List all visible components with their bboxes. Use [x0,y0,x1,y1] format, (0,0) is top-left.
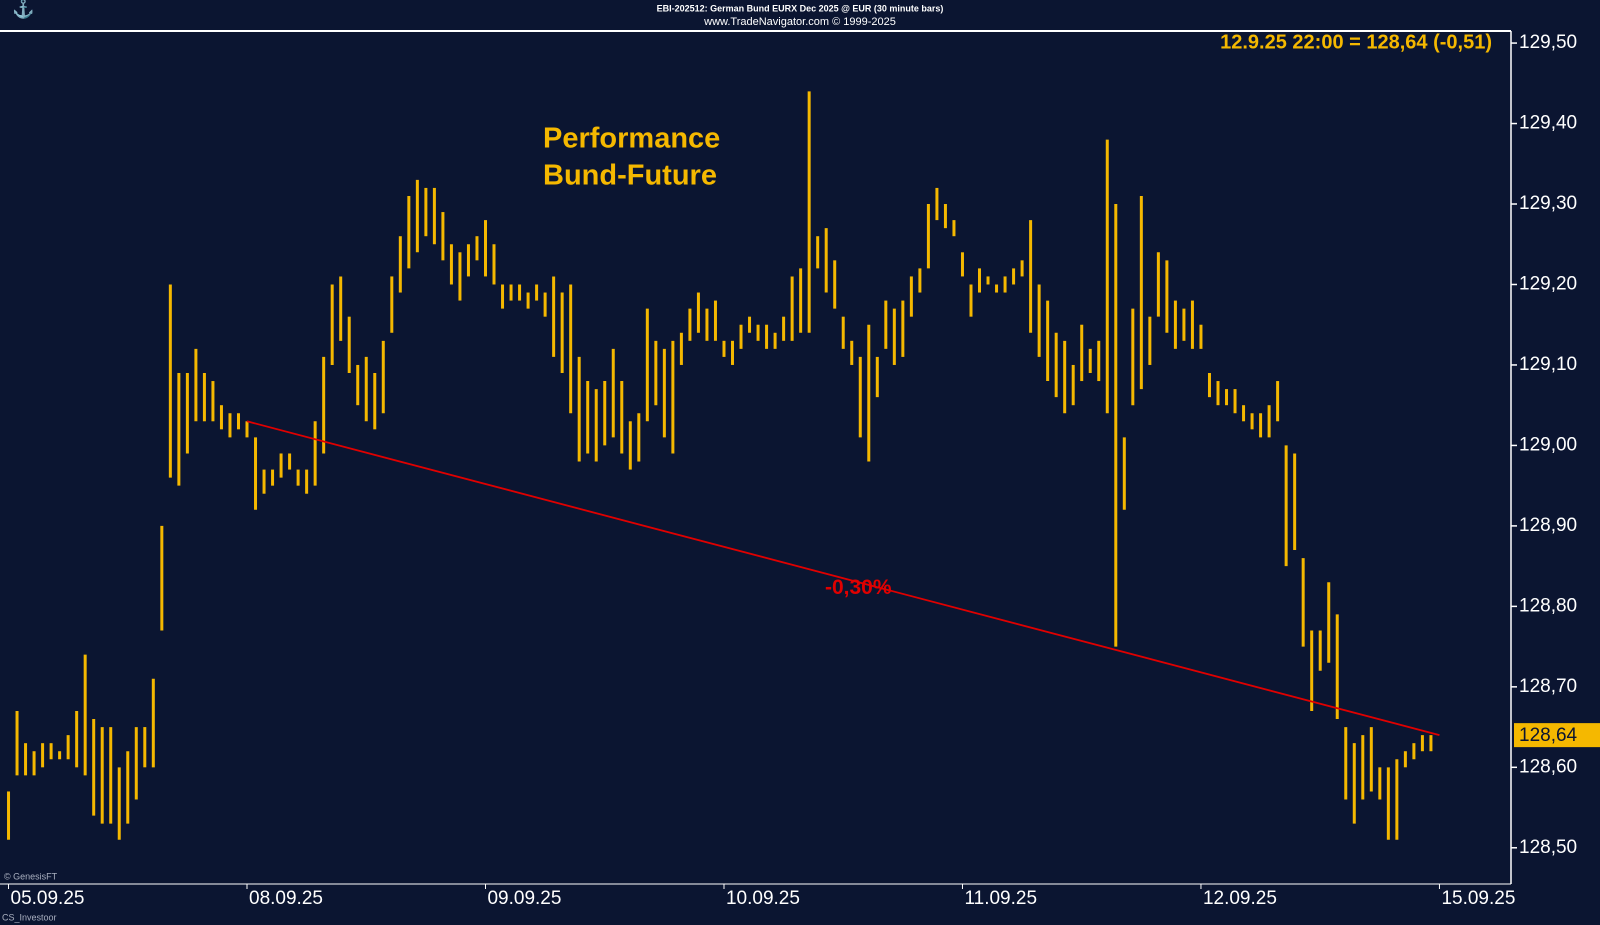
y-tick-label: 128,60 [1519,756,1577,777]
y-tick-label: 128,90 [1519,515,1577,536]
chart-title: Bund-Future [543,160,717,192]
x-tick-label: 08.09.25 [249,888,323,909]
y-tick-label: 129,20 [1519,274,1577,295]
y-tick-label: 129,10 [1519,354,1577,375]
chart-title: Performance [543,123,720,155]
last-price-label: 128,64 [1519,725,1578,746]
x-tick-label: 15.09.25 [1441,888,1515,909]
trend-line [246,420,1440,736]
y-tick-label: 129,00 [1519,434,1577,455]
quote: 12.9.25 22:00 = 128,64 (-0,51) [1220,31,1492,53]
x-tick-label: 05.09.25 [11,888,85,909]
last-price-box [1514,723,1600,748]
logo: ⚓ [12,0,34,19]
y-tick-label: 129,50 [1519,32,1577,53]
header-line: EBI-202512: German Bund EURX Dec 2025 @ … [657,3,944,13]
source-note: © GenesisFT [4,871,58,881]
x-tick-label: 11.09.25 [964,888,1037,909]
y-tick-label: 129,40 [1519,113,1577,134]
y-tick-label: 129,30 [1519,193,1577,214]
header-line: www.TradeNavigator.com © 1999-2025 [703,16,896,28]
y-tick-label: 128,50 [1519,837,1577,858]
x-tick-label: 12.09.25 [1203,888,1277,909]
credit-note: CS_Investoor [2,912,57,922]
trend-label: -0,30% [825,576,892,599]
y-tick-label: 128,80 [1519,595,1577,616]
x-tick-label: 10.09.25 [726,888,800,909]
x-tick-label: 09.09.25 [487,888,561,909]
y-tick-label: 128,70 [1519,676,1577,697]
